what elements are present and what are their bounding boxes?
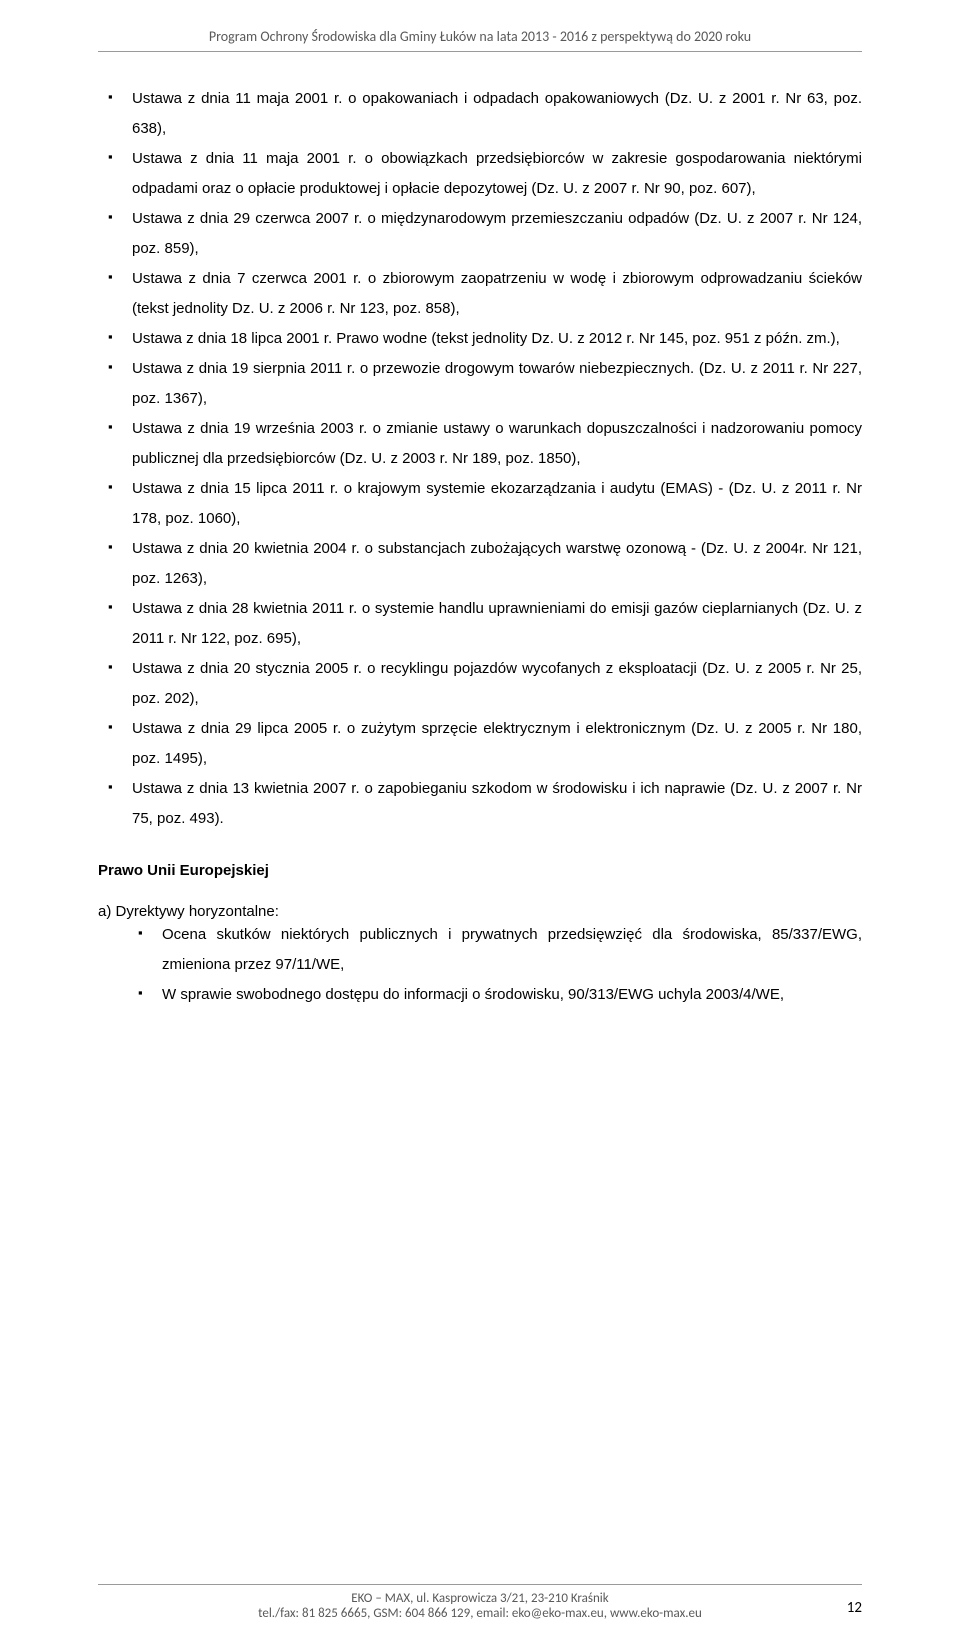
- footer-line-2: tel./fax: 81 825 6665, GSM: 604 866 129,…: [98, 1606, 862, 1621]
- list-item: Ustawa z dnia 19 września 2003 r. o zmia…: [98, 414, 862, 474]
- list-item: Ustawa z dnia 28 kwietnia 2011 r. o syst…: [98, 594, 862, 654]
- list-item: Ustawa z dnia 13 kwietnia 2007 r. o zapo…: [98, 774, 862, 834]
- header-text: Program Ochrony Środowiska dla Gminy Łuk…: [209, 28, 751, 45]
- list-item: Ustawa z dnia 18 lipca 2001 r. Prawo wod…: [98, 324, 862, 354]
- footer-line-1: EKO – MAX, ul. Kasprowicza 3/21, 23-210 …: [98, 1591, 862, 1606]
- document-header: Program Ochrony Środowiska dla Gminy Łuk…: [98, 28, 862, 52]
- list-item: Ustawa z dnia 7 czerwca 2001 r. o zbioro…: [98, 264, 862, 324]
- list-item: Ustawa z dnia 20 kwietnia 2004 r. o subs…: [98, 534, 862, 594]
- list-item: Ustawa z dnia 29 lipca 2005 r. o zużytym…: [98, 714, 862, 774]
- page-container: Program Ochrony Środowiska dla Gminy Łuk…: [0, 0, 960, 1649]
- list-item: Ustawa z dnia 15 lipca 2011 r. o krajowy…: [98, 474, 862, 534]
- page-number: 12: [847, 1599, 862, 1617]
- list-item: Ustawa z dnia 29 czerwca 2007 r. o międz…: [98, 204, 862, 264]
- list-item: Ustawa z dnia 11 maja 2001 r. o opakowan…: [98, 84, 862, 144]
- list-item: W sprawie swobodnego dostępu do informac…: [98, 980, 862, 1010]
- list-item: Ustawa z dnia 20 stycznia 2005 r. o recy…: [98, 654, 862, 714]
- document-footer: EKO – MAX, ul. Kasprowicza 3/21, 23-210 …: [98, 1584, 862, 1621]
- list-item: Ustawa z dnia 19 sierpnia 2011 r. o prze…: [98, 354, 862, 414]
- main-law-list: Ustawa z dnia 11 maja 2001 r. o opakowan…: [98, 84, 862, 834]
- section-heading-eu-law: Prawo Unii Europejskiej: [98, 862, 862, 879]
- directives-sub-list: Ocena skutków niektórych publicznych i p…: [98, 920, 862, 1010]
- list-item: Ocena skutków niektórych publicznych i p…: [98, 920, 862, 980]
- list-item: Ustawa z dnia 11 maja 2001 r. o obowiązk…: [98, 144, 862, 204]
- sub-heading-horizontal-directives: a) Dyrektywy horyzontalne:: [98, 903, 862, 920]
